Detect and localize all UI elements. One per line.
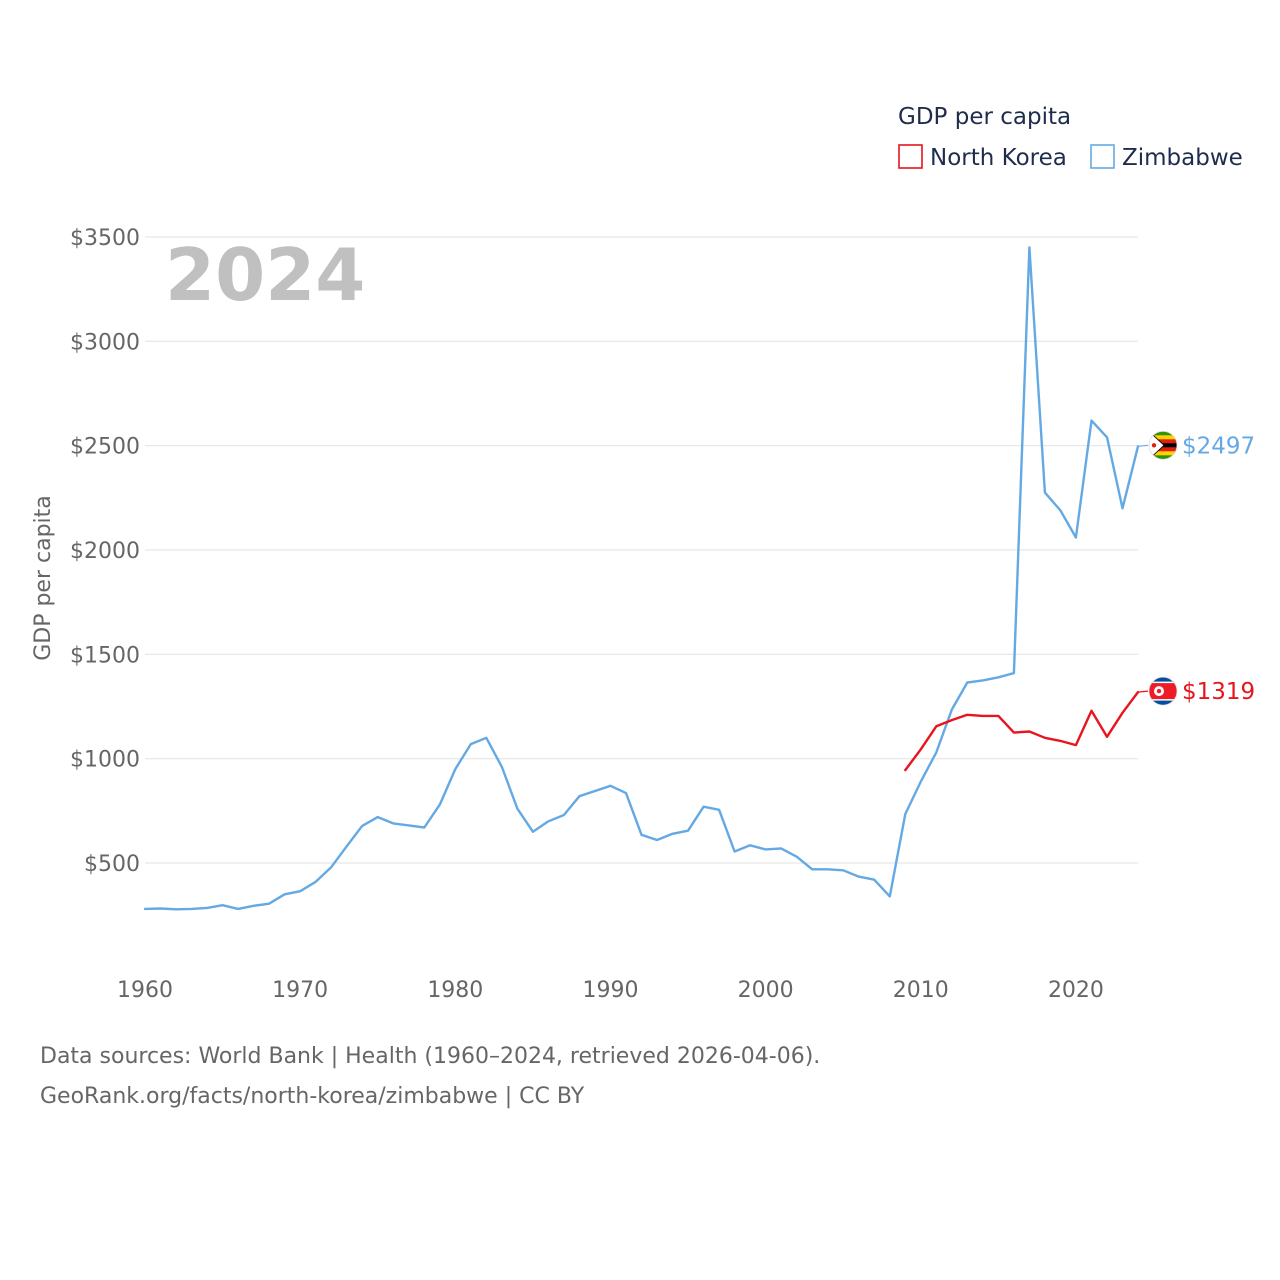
x-tick-label: 1960: [117, 978, 173, 1003]
y-axis-ticks: $500 $1000 $1500 $2000 $2500 $3000 $3500: [70, 226, 140, 877]
legend-swatch: [898, 144, 923, 169]
legend: GDP per capita North Korea Zimbabwe: [898, 104, 1243, 171]
legend-label: Zimbabwe: [1122, 145, 1243, 171]
y-tick-label: $500: [84, 852, 140, 877]
end-connector: [1137, 690, 1149, 693]
gridlines: [145, 236, 1138, 864]
y-tick-label: $1000: [70, 748, 140, 773]
x-tick-label: 1990: [582, 978, 638, 1003]
legend-item-north-korea[interactable]: North Korea: [898, 144, 1067, 171]
series-lines: [143, 246, 1140, 911]
legend-item-zimbabwe[interactable]: Zimbabwe: [1090, 144, 1243, 171]
y-tick-label: $1500: [70, 643, 140, 668]
x-tick-label: 2010: [893, 978, 949, 1003]
legend-title: GDP per capita: [898, 104, 1071, 130]
x-axis-ticks: 1960 1970 1980 1990 2000 2010 2020: [117, 978, 1104, 1003]
x-tick-label: 2000: [738, 978, 794, 1003]
end-connector: [1137, 444, 1149, 447]
x-tick-label: 1980: [427, 978, 483, 1003]
legend-label: North Korea: [930, 145, 1067, 171]
data-sources-note: Data sources: World Bank | Health (1960–…: [40, 1044, 821, 1069]
y-tick-label: $3000: [70, 330, 140, 355]
y-tick-label: $2000: [70, 539, 140, 564]
end-labels: $1319 $2497: [1137, 430, 1255, 706]
x-tick-label: 2020: [1048, 978, 1104, 1003]
series-line-north-korea: [904, 690, 1140, 772]
zimbabwe-flag-icon: [1148, 430, 1178, 460]
y-axis-title: GDP per capita: [31, 495, 56, 661]
end-value-label: $1319: [1182, 679, 1255, 705]
series-line-zimbabwe: [143, 246, 1140, 911]
x-tick-label: 1970: [272, 978, 328, 1003]
y-tick-label: $3500: [70, 226, 140, 251]
north-korea-flag-icon: [1148, 676, 1178, 706]
source-url[interactable]: GeoRank.org/facts/north-korea/zimbabwe |…: [40, 1084, 585, 1109]
y-tick-label: $2500: [70, 435, 140, 460]
end-value-label: $2497: [1182, 433, 1255, 459]
year-watermark: 2024: [165, 233, 365, 317]
legend-swatch: [1090, 144, 1115, 169]
